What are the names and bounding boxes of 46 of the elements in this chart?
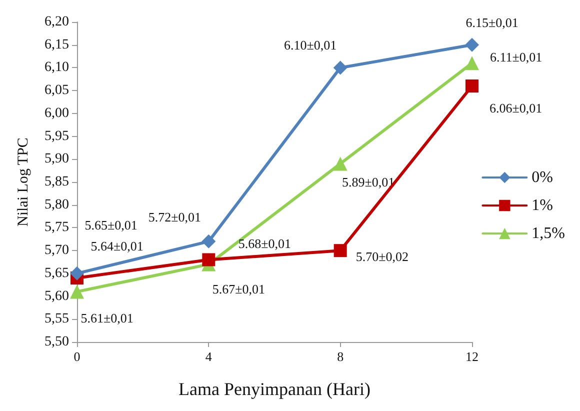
x-tick-label: 0: [74, 349, 80, 364]
y-tick-label: 5,60: [44, 288, 69, 304]
point: [70, 284, 84, 299]
point: [202, 234, 216, 248]
y-tick-label: 6,05: [44, 83, 69, 98]
y-tick-label: 6,20: [44, 14, 69, 30]
x-axis-title: Lama Penyimpanan (Hari): [178, 379, 370, 399]
y-tick-label: 5,85: [44, 174, 69, 190]
y-tick-label: 5,80: [44, 197, 69, 212]
y-tick-label: 5,70: [44, 243, 69, 258]
data-label: 6.11±0,01: [490, 50, 542, 65]
data-label: 5.68±0,01: [238, 236, 291, 252]
data-label: 5.61±0,01: [80, 310, 134, 326]
data-label: 5.72±0,01: [148, 209, 201, 224]
point: [465, 56, 479, 70]
y-tick-label: 5,90: [44, 152, 69, 167]
legend-label: 1,5%: [532, 225, 565, 242]
x-tick-label: 4: [205, 349, 212, 364]
y-axis-title: Nilai Log TPC: [16, 138, 32, 226]
point: [333, 156, 348, 171]
legend-label: 0%: [532, 169, 553, 186]
y-tick-label: 5,65: [44, 266, 69, 281]
data-label: 6.15±0,01: [466, 14, 518, 30]
data-label: 6.10±0,01: [284, 38, 337, 53]
y-tick-label: 6,15: [44, 37, 69, 52]
point: [202, 253, 216, 266]
data-label: 5.65±0,01: [84, 217, 138, 232]
legend-label: 1%: [532, 197, 553, 214]
data-label: 6.06±0,01: [490, 100, 542, 116]
point: [70, 266, 84, 280]
x-tick-label: 8: [337, 349, 344, 364]
data-label: 5.70±0,02: [356, 249, 408, 264]
point: [465, 38, 479, 52]
data-label: 5.67±0,01: [212, 281, 265, 296]
y-tick-label: 5,75: [44, 220, 69, 236]
point: [334, 244, 347, 258]
data-label: 5.64±0,01: [90, 238, 144, 254]
y-tick-label: 6,00: [44, 106, 69, 121]
point: [333, 60, 348, 75]
y-tick-label: 5,50: [44, 334, 69, 350]
y-tick-label: 5,55: [44, 312, 69, 327]
point: [466, 80, 478, 92]
y-tick-label: 6,10: [44, 60, 69, 76]
y-tick-label: 5,95: [44, 128, 69, 144]
data-label: 5.89±0,01: [342, 174, 395, 190]
x-tick-label: 12: [466, 349, 478, 364]
